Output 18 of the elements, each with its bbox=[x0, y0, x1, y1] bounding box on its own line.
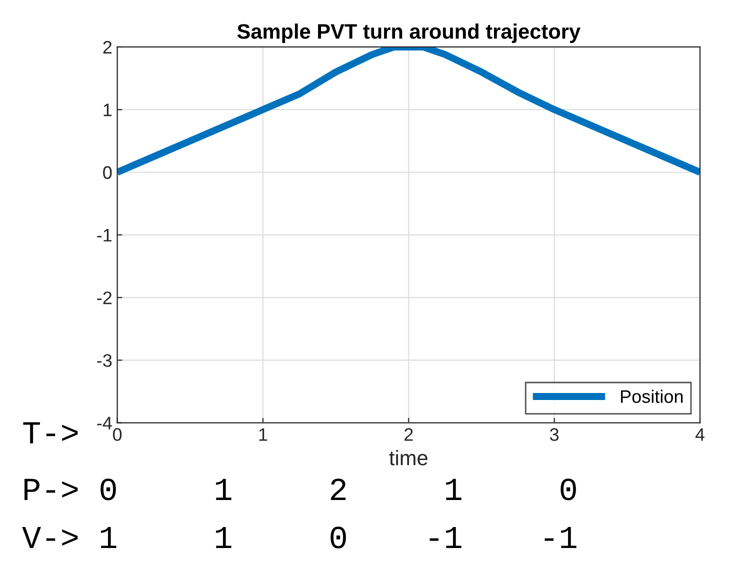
y-tick-label: 0 bbox=[103, 166, 112, 179]
y-tick-label: 1 bbox=[104, 104, 112, 116]
chart-title: Sample PVT turn around trajectory bbox=[237, 24, 580, 43]
text: V-> 1 1 0 -1 -1 bbox=[22, 526, 576, 548]
y-tick-label: 2 bbox=[103, 40, 112, 54]
y-tick-label: -2 bbox=[97, 291, 112, 304]
y-tick-label: -1 bbox=[97, 229, 112, 242]
x-tick-label: 1 bbox=[259, 428, 268, 441]
legend-label: Position bbox=[621, 390, 683, 403]
x-tick-label: 2 bbox=[404, 428, 413, 441]
text: P-> 0 1 2 1 0 bbox=[24, 478, 576, 500]
y-tick-label: -4 bbox=[97, 416, 112, 430]
x-tick-label: 3 bbox=[550, 428, 559, 441]
y-tick-label: -3 bbox=[97, 354, 112, 367]
text: T-> bbox=[23, 422, 78, 444]
x-axis-title: time bbox=[389, 450, 428, 466]
x-tick-label: 0 bbox=[112, 428, 122, 441]
x-tick-label: 4 bbox=[695, 428, 705, 441]
